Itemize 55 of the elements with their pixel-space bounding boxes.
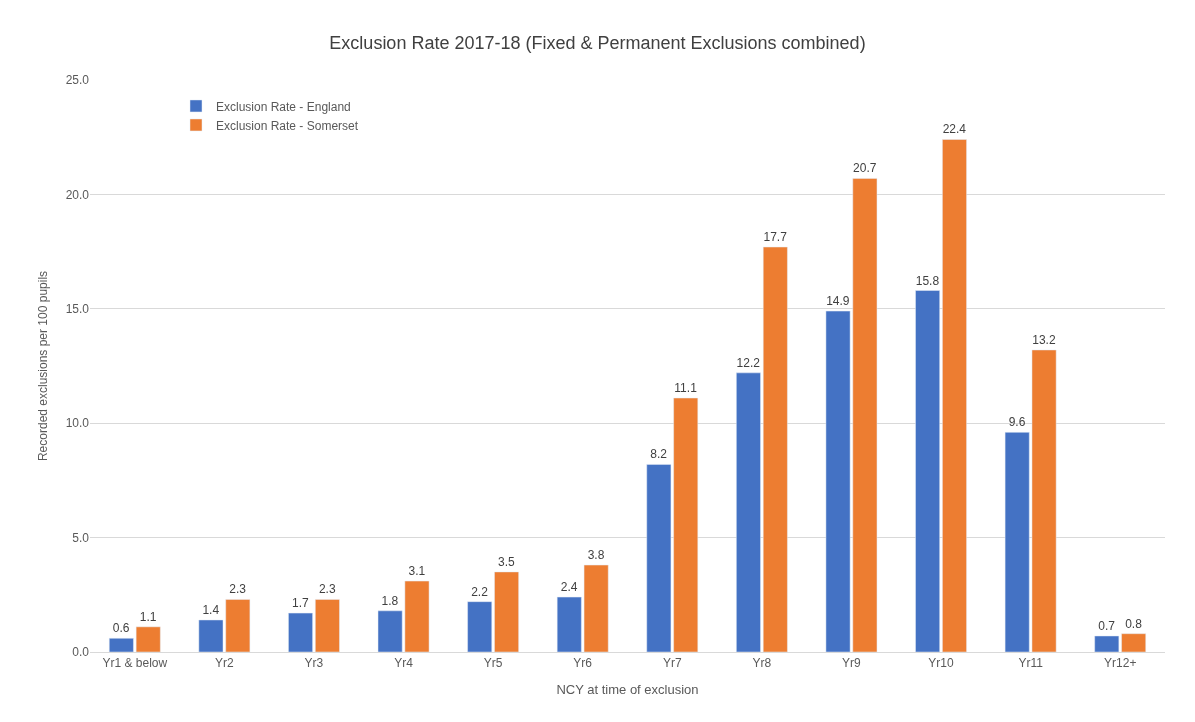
data-label: 12.2 [736, 355, 761, 370]
x-tick-label: Yr5 [483, 656, 503, 671]
bar [942, 139, 967, 652]
y-tick-label: 5.0 [72, 530, 90, 545]
x-tick-label: Yr2 [215, 656, 235, 671]
x-tick-label: Yr3 [304, 656, 324, 671]
x-tick-label: Yr12+ [1104, 656, 1137, 671]
x-tick-label: Yr10 [928, 656, 955, 671]
data-label: 13.2 [1032, 332, 1056, 347]
bar [736, 372, 761, 652]
data-label: 2.2 [471, 584, 489, 599]
y-tick-label: 25.0 [65, 73, 90, 88]
bar [494, 571, 519, 652]
data-label: 2.3 [318, 582, 336, 597]
data-label: 1.4 [202, 602, 220, 617]
data-label: 8.2 [650, 447, 668, 462]
bar [288, 612, 313, 652]
x-tick-label: Yr6 [573, 656, 593, 671]
x-tick-label: Yr7 [662, 656, 682, 671]
data-label: 2.3 [229, 582, 247, 597]
bar [915, 290, 940, 652]
data-label: 0.6 [112, 621, 130, 636]
legend-label: Exclusion Rate - Somerset [216, 118, 359, 133]
data-label: 22.4 [942, 122, 967, 137]
x-axis-title: NCY at time of exclusion [556, 682, 699, 697]
bar [762, 246, 788, 652]
data-label: 15.8 [915, 273, 940, 288]
bar [467, 601, 493, 652]
y-tick-label: 20.0 [65, 187, 90, 202]
x-tick-label: Yr8 [752, 656, 772, 671]
bar [315, 599, 340, 652]
data-label: 3.8 [587, 548, 605, 563]
data-label: 9.6 [1008, 415, 1026, 430]
y-tick-label: 15.0 [65, 302, 90, 316]
y-tick-label: 10.0 [65, 416, 90, 431]
chart-title: Exclusion Rate 2017-18 (Fixed & Permanent Exclusions combined) [329, 32, 866, 53]
data-label: 20.7 [853, 161, 877, 176]
x-tick-label: Yr11 [1018, 656, 1044, 671]
y-axis-title: Recorded exclusions per 100 pupils [35, 270, 50, 462]
data-label: 1.8 [381, 593, 399, 608]
data-label: 2.4 [560, 580, 578, 595]
data-label: 3.1 [408, 564, 426, 579]
data-label: 14.9 [826, 294, 850, 309]
data-label: 11.1 [674, 381, 698, 396]
legend-label: Exclusion Rate - England [216, 99, 351, 114]
data-label: 1.1 [139, 609, 157, 624]
data-label: 0.8 [1125, 616, 1143, 631]
data-label: 3.5 [498, 554, 516, 569]
data-label: 1.7 [292, 596, 310, 611]
x-tick-label: Yr4 [394, 656, 414, 671]
x-tick-label: Yr1 & below [102, 656, 168, 671]
y-tick-label: 0.0 [72, 645, 90, 660]
x-tick-label: Yr9 [842, 656, 862, 671]
data-label: 17.7 [763, 230, 788, 245]
data-label: 0.7 [1098, 618, 1116, 633]
